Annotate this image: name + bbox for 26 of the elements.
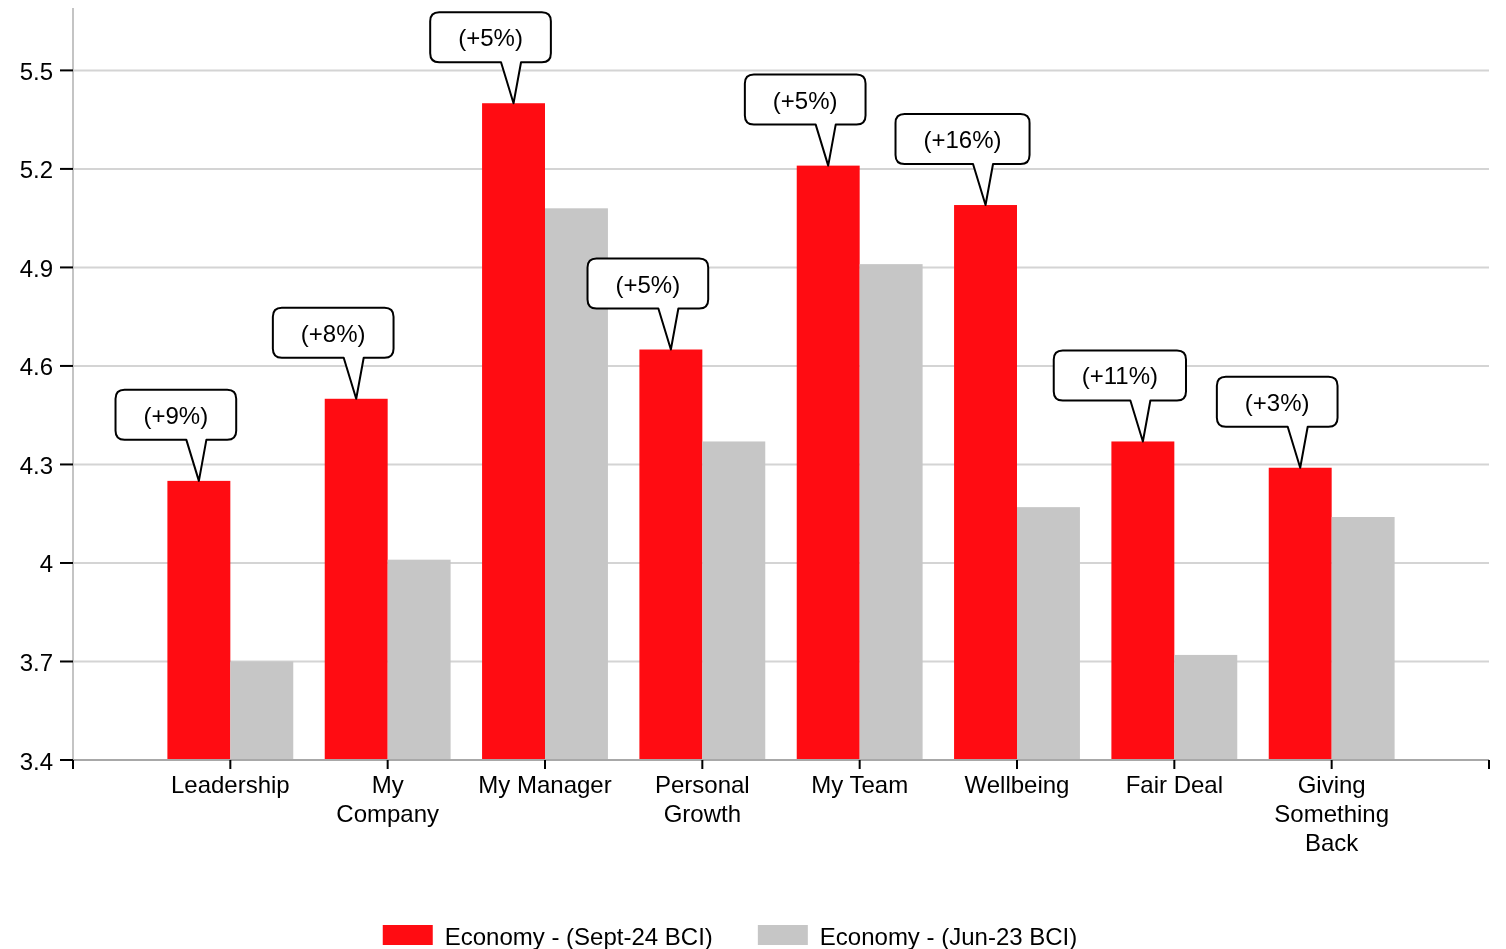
x-tick-label: My Manager: [478, 771, 612, 798]
x-tick-label: Personal Growth: [654, 771, 750, 827]
x-tick-label: Fair Deal: [1125, 771, 1224, 798]
legend-label: Economy - (Sept-24 BCI): [444, 922, 713, 949]
x-tick-label: Giving Something Back: [1274, 771, 1390, 856]
y-tick-label: 4.9: [19, 254, 53, 282]
annotation: (+5%): [772, 86, 838, 114]
annotation: (+9%): [143, 401, 209, 429]
annotation: (+3%): [1244, 388, 1310, 416]
y-tick-label: 3.4: [19, 747, 53, 775]
y-tick-label: 4: [39, 550, 53, 578]
x-tick-label: My Company: [336, 771, 440, 827]
annotation: (+11%): [1081, 361, 1158, 389]
y-tick-label: 5.5: [19, 57, 53, 85]
annotation: (+16%): [923, 125, 1002, 153]
x-tick-label: Wellbeing: [964, 771, 1070, 798]
annotation: (+5%): [458, 23, 523, 51]
annotation: (+5%): [615, 270, 681, 298]
x-tick-label: My Team: [811, 771, 909, 798]
y-tick-label: 5.2: [19, 156, 53, 184]
y-tick-label: 3.7: [19, 648, 53, 676]
annotation: (+8%): [300, 319, 366, 347]
x-tick-label: Leadership: [170, 771, 290, 798]
y-tick-label: 4.6: [19, 353, 53, 381]
y-tick-label: 4.3: [19, 451, 53, 479]
legend-label: Economy - (Jun-23 BCI): [819, 922, 1078, 949]
